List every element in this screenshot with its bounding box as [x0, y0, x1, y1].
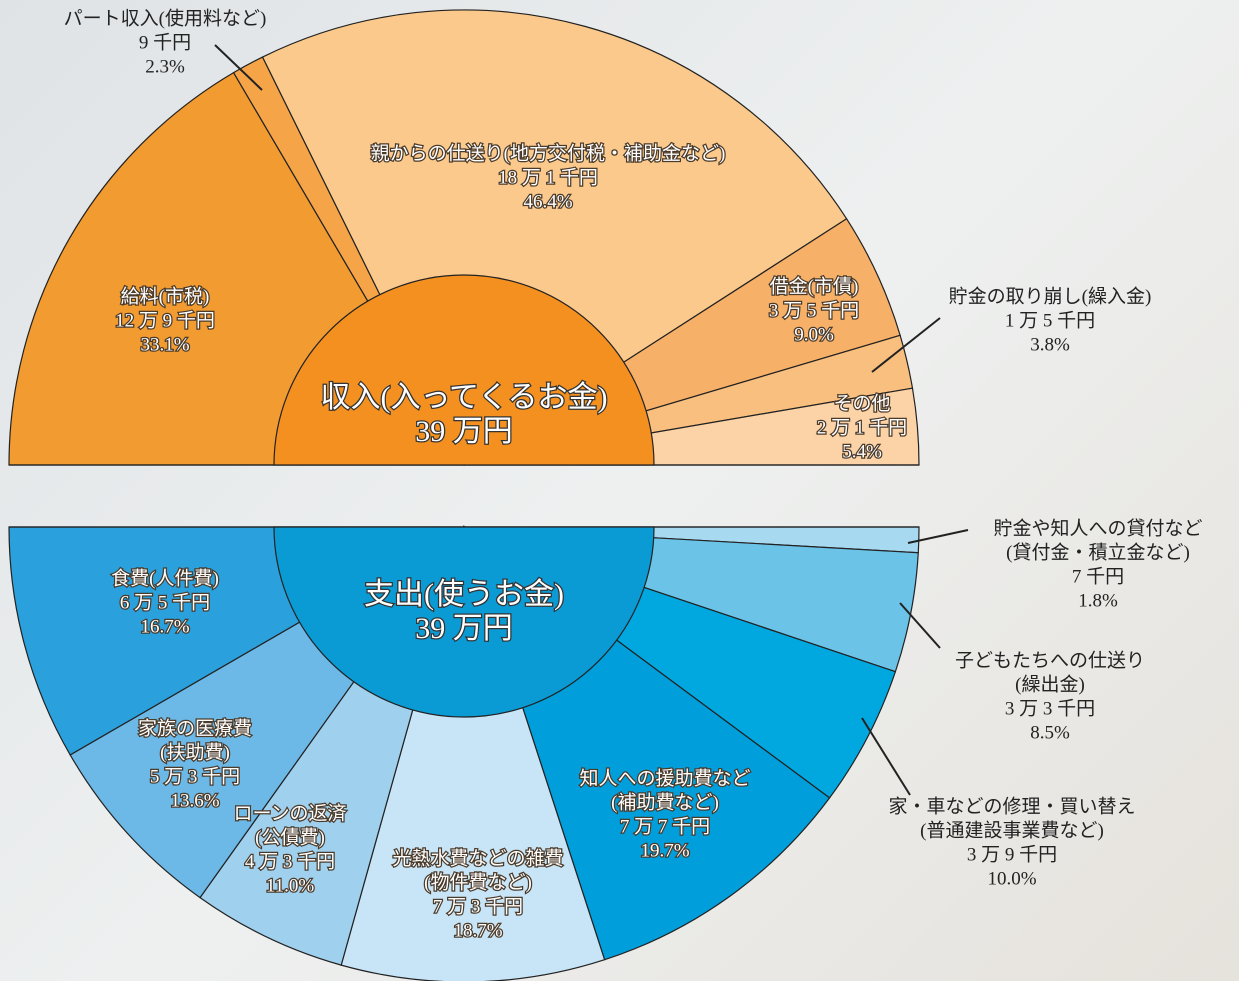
category-label: (補助費など) — [611, 791, 719, 813]
center-label: 39 万円 — [415, 415, 513, 448]
category-label: 子どもたちへの仕送り — [955, 649, 1145, 671]
amount-label: 1 万 5 千円 — [1005, 309, 1095, 331]
value-label: 8.5% — [1030, 722, 1070, 743]
category-label: (繰出金) — [1015, 673, 1085, 695]
value-label: 16.7% — [140, 616, 189, 637]
category-label: 家族の医療費 — [138, 717, 252, 739]
chart: 収入(入ってくるお金)39 万円給料(市税)12 万 9 千円33.1%パート収… — [0, 0, 1239, 981]
value-label: 46.4% — [523, 191, 572, 212]
category-label: (貸付金・積立金など) — [1006, 541, 1190, 563]
category-label: 知人への援助費など — [579, 767, 750, 789]
value-label: 11.0% — [266, 875, 315, 896]
amount-label: 3 万 3 千円 — [1005, 697, 1095, 719]
amount-label: 12 万 9 千円 — [115, 309, 215, 331]
category-label: 給料(市税) — [121, 285, 210, 307]
amount-label: 2 万 1 千円 — [817, 416, 907, 438]
value-label: 19.7% — [640, 840, 689, 861]
category-label: パート収入(使用料など) — [64, 7, 267, 29]
value-label: 3.8% — [1030, 334, 1070, 355]
value-label: 33.1% — [140, 334, 189, 355]
category-label: 貯金の取り崩し(繰入金) — [949, 285, 1152, 307]
category-label: (扶助費) — [160, 741, 230, 763]
category-label: 貯金や知人への貸付など — [993, 517, 1202, 539]
value-label: 2.3% — [145, 56, 185, 77]
amount-label: 18 万 1 千円 — [498, 166, 598, 188]
value-label: 1.8% — [1078, 590, 1118, 611]
category-label: 親からの仕送り(地方交付税・補助金など) — [371, 142, 726, 164]
value-label: 18.7% — [453, 920, 502, 941]
category-label: (普通建設事業費など) — [920, 819, 1104, 841]
category-label: 光熱水費などの雑費 — [392, 847, 563, 869]
amount-label: 3 万 5 千円 — [769, 299, 859, 321]
category-label: 借金(市債) — [770, 275, 859, 297]
value-label: 13.6% — [170, 790, 219, 811]
value-label: 5.4% — [842, 441, 882, 462]
amount-label: 7 万 3 千円 — [433, 895, 523, 917]
amount-label: 4 万 3 千円 — [245, 850, 335, 872]
category-label: ローンの返済 — [233, 802, 346, 824]
amount-label: 7 万 7 千円 — [620, 815, 710, 837]
value-label: 10.0% — [987, 868, 1036, 889]
leader-line — [862, 718, 910, 795]
center-label: 39 万円 — [415, 612, 513, 645]
amount-label: 3 万 9 千円 — [967, 843, 1057, 865]
amount-label: 7 千円 — [1072, 565, 1124, 587]
center-label: 収入(入ってくるお金) — [321, 381, 608, 414]
category-label: (公債費) — [255, 826, 325, 848]
center-label: 支出(使うお金) — [364, 578, 564, 611]
amount-label: 6 万 5 千円 — [120, 591, 210, 613]
value-label: 9.0% — [794, 324, 834, 345]
category-label: (物件費など) — [424, 871, 532, 893]
category-label: その他 — [833, 392, 890, 414]
amount-label: 9 千円 — [139, 31, 191, 53]
amount-label: 5 万 3 千円 — [150, 765, 240, 787]
category-label: 家・車などの修理・買い替え — [888, 795, 1135, 817]
category-label: 食費(人件費) — [111, 567, 219, 589]
